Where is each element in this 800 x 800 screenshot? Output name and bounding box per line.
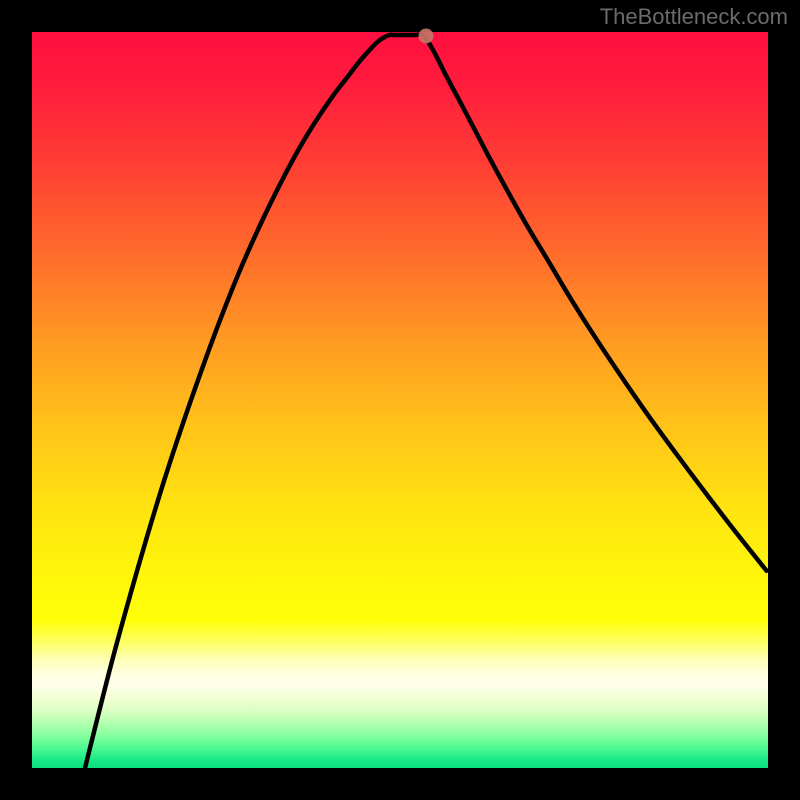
chart-marker-dot	[418, 29, 433, 44]
chart-plot-area	[32, 32, 768, 768]
chart-curve	[32, 32, 768, 768]
watermark-text: TheBottleneck.com	[600, 4, 788, 30]
